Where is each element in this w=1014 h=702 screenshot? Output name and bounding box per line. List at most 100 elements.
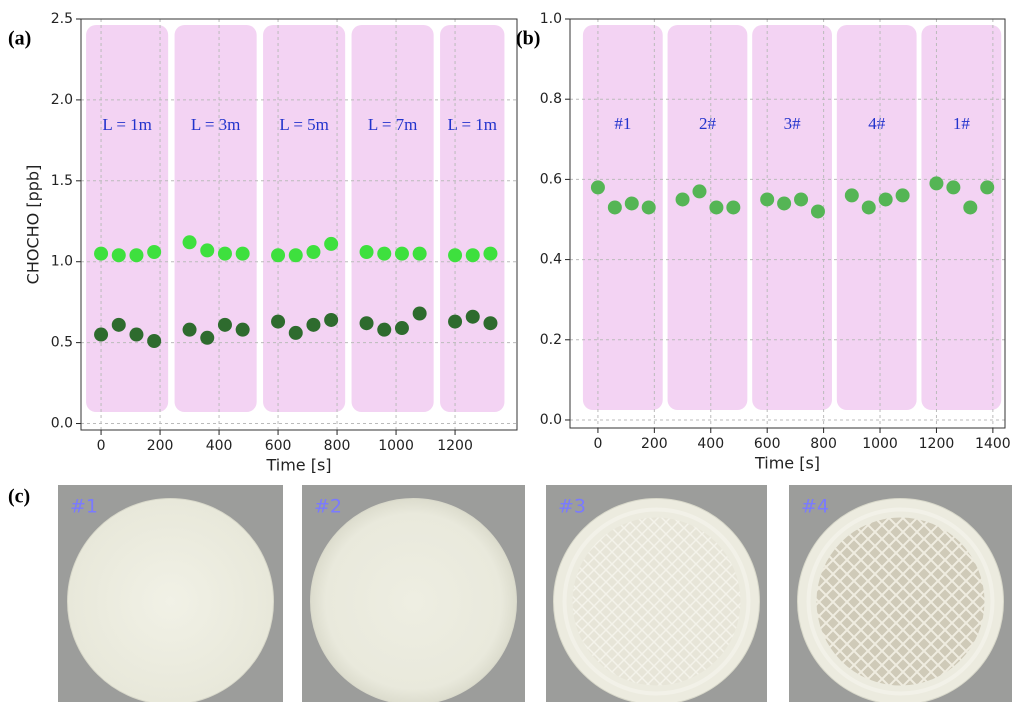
x-tick-label: 1200: [437, 438, 473, 454]
data-point: [200, 330, 215, 345]
data-point: [324, 312, 339, 327]
y-tick-label: 0.8: [540, 91, 562, 107]
filter-disc: [310, 498, 517, 702]
annotation: 3#: [784, 114, 802, 133]
x-tick-label: 1000: [862, 436, 898, 452]
y-tick-label: 0.4: [540, 252, 562, 268]
plot-frame: [80, 18, 518, 431]
y-tick-label: 2.5: [51, 11, 73, 27]
data-point: [129, 327, 144, 342]
x-tick-label: 200: [147, 438, 174, 454]
data-point: [94, 327, 109, 342]
data-point: [465, 248, 480, 263]
data-point: [235, 246, 250, 261]
data-point: [359, 245, 374, 260]
panel-label: (a): [8, 28, 31, 50]
data-point: [200, 243, 215, 258]
y-tick-label: 0.2: [540, 332, 562, 348]
data-point: [760, 192, 775, 207]
y-tick-label: 0.0: [540, 412, 562, 428]
x-axis-label: Time [s]: [265, 456, 331, 475]
filter-mesh: [572, 517, 741, 686]
data-point: [483, 316, 498, 331]
time-window: [667, 25, 748, 410]
filter-rim: [562, 507, 751, 696]
x-axis-label: Time [s]: [754, 454, 820, 473]
annotation: 1#: [953, 114, 971, 133]
data-point: [844, 188, 859, 203]
y-tick-label: 1.0: [51, 254, 73, 270]
data-point: [235, 322, 250, 337]
data-point: [963, 200, 978, 215]
x-tick-label: 0: [593, 436, 602, 452]
y-axis-label: CHOCHO [ppb]: [24, 165, 43, 285]
data-point: [306, 317, 321, 332]
x-tick-label: 0: [97, 438, 106, 454]
data-point: [359, 316, 374, 331]
annotation: L = 1m: [102, 115, 152, 134]
y-tick-label: 0.6: [540, 171, 562, 187]
time-window: [836, 25, 917, 410]
filter-disc: [67, 498, 274, 702]
photo-label: #1: [70, 496, 98, 518]
filter-mesh: [816, 517, 985, 686]
annotation: #1: [614, 114, 631, 133]
data-point: [182, 322, 197, 337]
data-point: [394, 246, 409, 261]
photo-label: #4: [801, 496, 829, 518]
time-window: [86, 25, 169, 412]
x-tick-label: 200: [641, 436, 668, 452]
x-tick-label: 800: [324, 438, 351, 454]
data-point: [448, 248, 463, 263]
data-point: [306, 245, 321, 260]
x-tick-label: 1200: [919, 436, 955, 452]
annotation: L = 5m: [279, 115, 329, 134]
data-point: [590, 180, 605, 195]
data-point: [946, 180, 961, 195]
data-point: [271, 314, 286, 329]
annotation: L = 3m: [191, 115, 241, 134]
data-point: [377, 246, 392, 261]
data-point: [288, 248, 303, 263]
data-point: [878, 192, 893, 207]
data-point: [111, 248, 126, 263]
data-point: [217, 317, 232, 332]
data-point: [465, 309, 480, 324]
data-point: [709, 200, 724, 215]
data-point: [483, 246, 498, 261]
panel-label: (c): [8, 486, 30, 508]
data-point: [929, 176, 944, 191]
time-window: [263, 25, 346, 412]
time-window: [921, 25, 1002, 410]
data-point: [777, 196, 792, 211]
data-point: [448, 314, 463, 329]
data-point: [377, 322, 392, 337]
time-window: [351, 25, 434, 412]
x-tick-label: 400: [697, 436, 724, 452]
annotation: L = 1m: [447, 115, 497, 134]
data-point: [288, 325, 303, 340]
y-tick-label: 1.5: [51, 173, 73, 189]
photo-label: #3: [558, 496, 586, 518]
panel-label: (b): [516, 28, 540, 50]
data-point: [895, 188, 910, 203]
y-tick-label: 2.0: [51, 92, 73, 108]
annotation: 4#: [868, 114, 886, 133]
data-point: [726, 200, 741, 215]
data-point: [794, 192, 809, 207]
data-point: [217, 246, 232, 261]
data-point: [675, 192, 690, 207]
x-tick-label: 1000: [378, 438, 414, 454]
data-point: [94, 246, 109, 261]
y-tick-label: 1.0: [540, 11, 562, 27]
time-window: [582, 25, 663, 410]
data-point: [980, 180, 995, 195]
x-tick-label: 1400: [975, 436, 1011, 452]
data-point: [641, 200, 656, 215]
x-tick-label: 600: [754, 436, 781, 452]
data-point: [147, 334, 162, 349]
data-point: [394, 321, 409, 336]
annotation: 2#: [699, 114, 717, 133]
time-window: [174, 25, 257, 412]
